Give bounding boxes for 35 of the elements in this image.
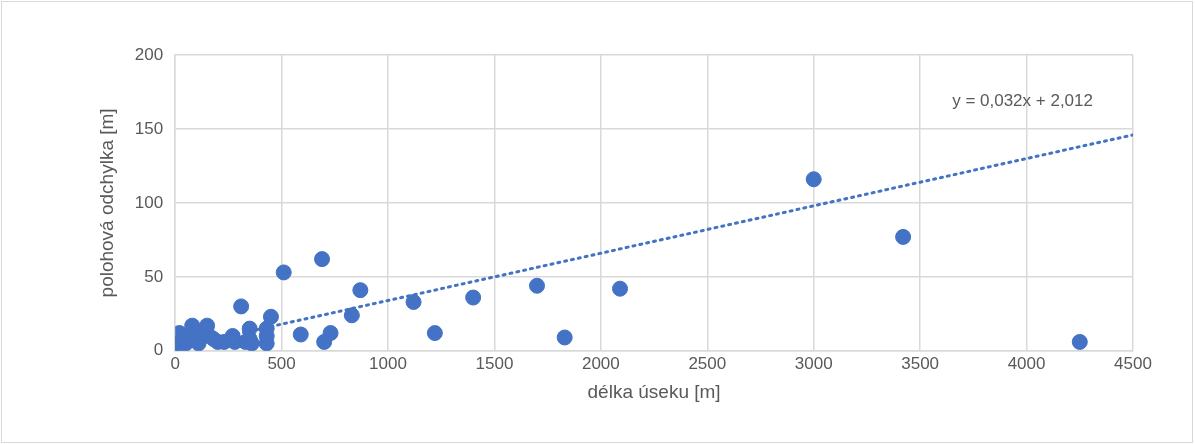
point bbox=[314, 251, 331, 268]
y-axis-title: polohová odchylka [m] bbox=[95, 108, 117, 298]
point bbox=[275, 264, 292, 281]
y-tick-label: 150 bbox=[134, 118, 164, 138]
point bbox=[233, 298, 250, 315]
y-tick-label: 200 bbox=[134, 44, 164, 64]
x-tick-label: 3500 bbox=[901, 353, 940, 373]
point bbox=[322, 325, 339, 342]
x-axis-title: délka úseku [m] bbox=[587, 380, 721, 402]
x-tick-label: 1500 bbox=[475, 353, 514, 373]
x-tick-label: 0 bbox=[170, 353, 180, 373]
point bbox=[612, 280, 629, 297]
x-tick-label: 3000 bbox=[794, 353, 833, 373]
point bbox=[1071, 333, 1088, 350]
y-tick-label: 0 bbox=[153, 340, 164, 360]
x-tick-label: 4500 bbox=[1114, 353, 1152, 373]
point bbox=[805, 171, 822, 188]
x-tick-label: 2500 bbox=[688, 353, 727, 373]
annotation: y = 0,032x + 2,012 bbox=[952, 90, 1093, 110]
point bbox=[352, 282, 369, 299]
point bbox=[895, 228, 912, 245]
point bbox=[262, 308, 279, 325]
point bbox=[426, 325, 443, 342]
y-tick-label: 100 bbox=[134, 192, 164, 212]
point bbox=[343, 307, 360, 324]
x-tick-label: 4000 bbox=[1007, 353, 1046, 373]
x-tick-label: 1000 bbox=[369, 353, 407, 373]
point bbox=[529, 277, 546, 294]
point bbox=[465, 289, 482, 306]
point bbox=[405, 293, 422, 310]
y-tick-label: 50 bbox=[144, 266, 164, 286]
point bbox=[556, 329, 573, 346]
x-tick-label: 500 bbox=[267, 353, 296, 373]
point bbox=[292, 326, 309, 343]
x-tick-label: 2000 bbox=[581, 353, 620, 373]
